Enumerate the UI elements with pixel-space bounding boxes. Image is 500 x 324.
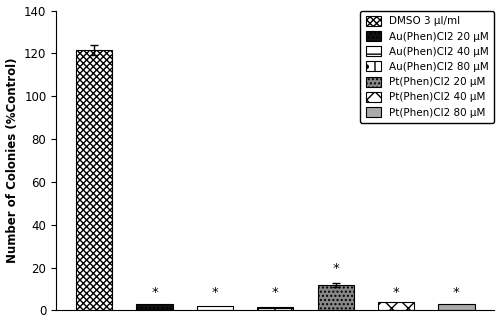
Bar: [197, 306, 233, 310]
Bar: [136, 304, 172, 310]
Bar: [438, 304, 474, 310]
Text: *: *: [212, 286, 218, 299]
Bar: [378, 302, 414, 310]
Text: *: *: [272, 286, 278, 299]
Text: *: *: [332, 262, 339, 275]
Text: *: *: [453, 286, 460, 299]
Bar: [76, 50, 112, 310]
Y-axis label: Number of Colonies (%Control): Number of Colonies (%Control): [6, 58, 18, 263]
Text: *: *: [151, 286, 158, 299]
Bar: [257, 307, 294, 310]
Legend: DMSO 3 µl/ml, Au(Phen)Cl2 20 µM, Au(Phen)Cl2 40 µM, Au(Phen)Cl2 80 µM, Pt(Phen)C: DMSO 3 µl/ml, Au(Phen)Cl2 20 µM, Au(Phen…: [360, 11, 494, 123]
Bar: [318, 285, 354, 310]
Text: *: *: [392, 286, 400, 299]
